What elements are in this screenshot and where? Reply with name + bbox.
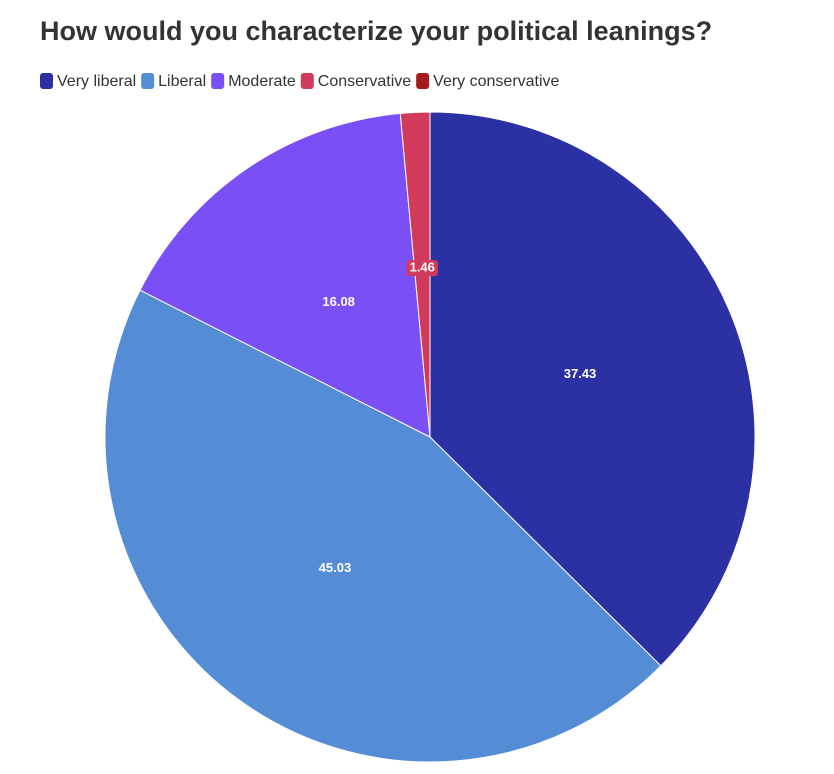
data-label-group: 16.08 [322,294,355,309]
data-label: 1.46 [410,260,435,275]
pie-slice [139,112,431,438]
legend-swatch [416,73,430,89]
pie-slice [104,289,662,763]
legend-label: Liberal [158,73,206,90]
data-label-group: 45.03 [319,560,352,575]
legend-swatch [40,73,53,89]
legend-label: Very conservative [433,73,559,90]
data-label: 37.43 [564,366,597,381]
legend-swatch [211,73,225,89]
legend-label: Very liberal [57,73,136,90]
data-label: 16.08 [322,294,355,309]
data-label-bg [406,260,438,277]
legend-label: Moderate [228,73,296,90]
data-label-group: 37.43 [564,366,597,381]
legend-label: Conservative [318,73,411,90]
legend-swatch [300,73,314,89]
pie-slice [429,111,756,667]
data-label: 45.03 [319,560,352,575]
legend-swatch [141,73,155,89]
data-label-group: 1.46 [406,260,438,277]
chart-title: How would you characterize your politica… [40,16,712,46]
